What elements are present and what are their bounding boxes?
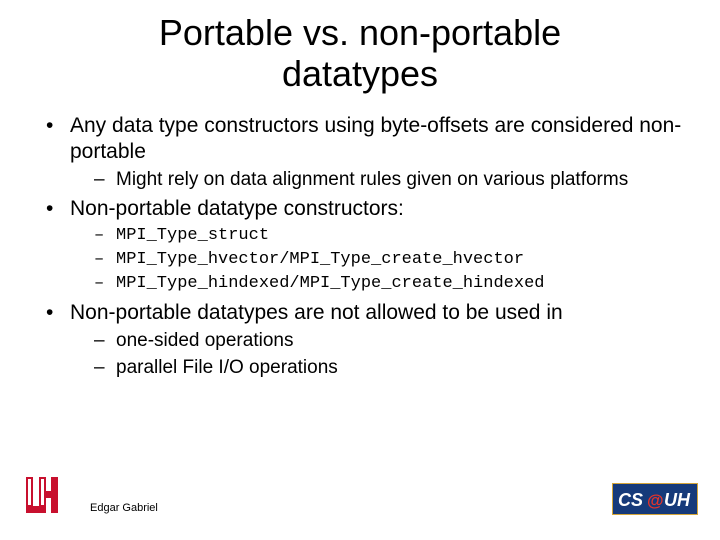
svg-text:UH: UH xyxy=(664,490,691,510)
sub-item: one-sided operations xyxy=(94,329,690,353)
bullet-text: Any data type constructors using byte-of… xyxy=(70,114,681,163)
slide: Portable vs. non-portable datatypes Any … xyxy=(0,0,720,540)
slide-title: Portable vs. non-portable datatypes xyxy=(30,12,690,95)
code-text: MPI_Type_hvector/MPI_Type_create_hvector xyxy=(116,250,524,269)
svg-text:CS: CS xyxy=(618,490,643,510)
sub-text: one-sided operations xyxy=(116,330,293,351)
sub-text: parallel File I/O operations xyxy=(116,357,338,378)
code-text: MPI_Type_hindexed/MPI_Type_create_hindex… xyxy=(116,274,544,293)
sub-list: one-sided operations parallel File I/O o… xyxy=(70,329,690,380)
footer: Edgar Gabriel CS @ UH xyxy=(0,474,720,526)
sub-text: Might rely on data alignment rules given… xyxy=(116,169,628,190)
bullet-text: Non-portable datatype constructors: xyxy=(70,197,404,220)
code-item: MPI_Type_hvector/MPI_Type_create_hvector xyxy=(94,249,690,271)
code-list: MPI_Type_struct MPI_Type_hvector/MPI_Typ… xyxy=(70,225,690,295)
bullet-item: Non-portable datatype constructors: MPI_… xyxy=(40,196,690,296)
title-line-1: Portable vs. non-portable xyxy=(159,12,561,53)
sub-list: Might rely on data alignment rules given… xyxy=(70,168,690,192)
bullet-text: Non-portable datatypes are not allowed t… xyxy=(70,301,563,324)
code-item: MPI_Type_hindexed/MPI_Type_create_hindex… xyxy=(94,273,690,295)
sub-item: parallel File I/O operations xyxy=(94,356,690,380)
uh-logo-icon xyxy=(20,473,64,522)
bullet-item: Any data type constructors using byte-of… xyxy=(40,113,690,192)
sub-item: Might rely on data alignment rules given… xyxy=(94,168,690,192)
csuh-logo-icon: CS @ UH xyxy=(612,483,698,520)
bullet-item: Non-portable datatypes are not allowed t… xyxy=(40,300,690,380)
code-item: MPI_Type_struct xyxy=(94,225,690,247)
bullet-list: Any data type constructors using byte-of… xyxy=(30,113,690,380)
svg-text:@: @ xyxy=(647,491,664,510)
footer-author: Edgar Gabriel xyxy=(90,502,158,514)
title-line-2: datatypes xyxy=(282,53,438,94)
code-text: MPI_Type_struct xyxy=(116,226,269,245)
